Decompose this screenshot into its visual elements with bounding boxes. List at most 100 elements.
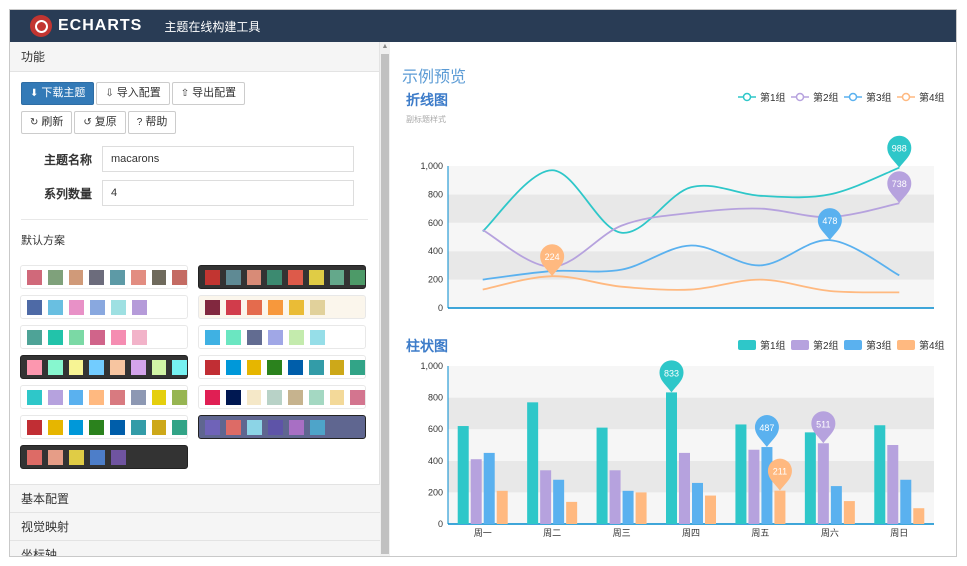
theme-name-input[interactable]: macarons bbox=[102, 146, 354, 172]
legend-label: 第4组 bbox=[919, 339, 945, 352]
color-swatch bbox=[172, 420, 187, 435]
y-tick-label: 1,000 bbox=[420, 361, 443, 371]
grid-band bbox=[448, 222, 934, 252]
color-swatch bbox=[110, 390, 125, 405]
bar-series-2 bbox=[470, 459, 482, 524]
color-scheme-option[interactable] bbox=[20, 295, 188, 319]
data-marker-pin: 211 bbox=[767, 458, 792, 491]
scroll-thumb[interactable] bbox=[381, 54, 389, 554]
data-marker-pin: 988 bbox=[887, 135, 912, 168]
x-tick-label: 周日 bbox=[890, 528, 908, 538]
color-swatch bbox=[151, 360, 167, 375]
marker-pin-label: 224 bbox=[545, 252, 560, 262]
basic-config-header[interactable]: 基本配置 bbox=[10, 484, 380, 512]
bar-series-1 bbox=[527, 402, 539, 524]
color-scheme-option[interactable] bbox=[198, 415, 366, 439]
reset-button[interactable]: ↺ 复原 bbox=[74, 111, 126, 134]
import-config-label: 导入配置 bbox=[116, 87, 161, 99]
bar-series-3 bbox=[483, 452, 495, 524]
export-config-label: 导出配置 bbox=[192, 87, 237, 99]
color-scheme-option[interactable] bbox=[198, 355, 366, 379]
color-swatch bbox=[268, 330, 283, 345]
color-swatch bbox=[267, 390, 282, 405]
color-swatch bbox=[329, 270, 345, 285]
color-swatch bbox=[89, 390, 104, 405]
function-panel-header[interactable]: 功能 bbox=[10, 42, 379, 72]
color-swatch bbox=[247, 300, 262, 315]
color-scheme-option[interactable] bbox=[20, 385, 188, 409]
color-swatch bbox=[172, 390, 187, 405]
top-navbar: ECHARTS 主题在线构建工具 bbox=[10, 10, 956, 42]
color-swatch bbox=[90, 330, 105, 345]
color-swatch bbox=[47, 420, 63, 435]
color-scheme-option[interactable] bbox=[198, 295, 366, 319]
bar-series-4 bbox=[635, 492, 647, 524]
color-swatch bbox=[268, 420, 283, 435]
data-marker-pin: 738 bbox=[887, 171, 912, 204]
default-schemes-title: 默认方案 bbox=[21, 235, 65, 247]
axis-header[interactable]: 坐标轴 bbox=[10, 540, 380, 556]
color-swatch bbox=[310, 300, 325, 315]
color-scheme-option[interactable] bbox=[198, 265, 366, 289]
visual-map-header[interactable]: 视觉映射 bbox=[10, 512, 380, 540]
color-scheme-option[interactable] bbox=[198, 325, 366, 349]
x-tick-label: 周一 bbox=[474, 528, 492, 538]
color-swatch bbox=[110, 270, 125, 285]
color-swatch bbox=[90, 450, 105, 465]
color-swatch bbox=[289, 420, 304, 435]
series-count-input[interactable]: 4 bbox=[102, 180, 354, 206]
color-scheme-option[interactable] bbox=[20, 265, 188, 289]
color-swatch bbox=[111, 300, 126, 315]
bar-series-3 bbox=[761, 447, 773, 524]
color-swatch bbox=[267, 270, 282, 285]
download-icon: ⬇ bbox=[30, 88, 39, 99]
color-scheme-option[interactable] bbox=[20, 445, 188, 469]
help-button[interactable]: ? 帮助 bbox=[127, 111, 177, 134]
export-config-button[interactable]: ⇧ 导出配置 bbox=[171, 82, 246, 105]
color-swatch bbox=[110, 420, 125, 435]
bar-chart: 第1组 第2组 第3组 第4组 0 200 400 600 800 1,000 周一 周二 周三 周四 周五… bbox=[420, 339, 945, 538]
refresh-button[interactable]: ↻ 刷新 bbox=[21, 111, 73, 134]
refresh-label: 刷新 bbox=[41, 116, 64, 128]
grid-band bbox=[448, 279, 934, 308]
download-theme-button[interactable]: ⬇ 下载主题 bbox=[21, 82, 95, 105]
color-swatch bbox=[47, 390, 63, 405]
import-config-button[interactable]: ⇩ 导入配置 bbox=[96, 82, 170, 105]
line-chart-title: 折线图 bbox=[406, 92, 448, 108]
color-scheme-option[interactable] bbox=[20, 415, 188, 439]
preview-title: 示例预览 bbox=[402, 69, 467, 86]
nav-subtitle: 主题在线构建工具 bbox=[164, 19, 261, 34]
color-swatch bbox=[268, 300, 283, 315]
color-swatch bbox=[90, 300, 105, 315]
bar-series-1 bbox=[457, 426, 469, 524]
color-swatch bbox=[68, 360, 84, 375]
color-swatch bbox=[288, 390, 303, 405]
scroll-up-icon[interactable]: ▲ bbox=[381, 43, 389, 50]
y-tick-label: 0 bbox=[438, 519, 443, 529]
color-swatch bbox=[48, 300, 63, 315]
y-tick-label: 200 bbox=[428, 275, 443, 285]
theme-name-label: 主题名称 bbox=[43, 152, 92, 167]
bar-series-2 bbox=[540, 470, 552, 524]
color-scheme-option[interactable] bbox=[20, 325, 188, 349]
legend-swatch bbox=[844, 340, 862, 350]
color-swatch bbox=[247, 330, 262, 345]
color-swatch bbox=[151, 420, 167, 435]
color-swatch bbox=[225, 390, 241, 405]
color-swatch bbox=[205, 420, 220, 435]
color-swatch bbox=[69, 450, 84, 465]
color-scheme-option[interactable] bbox=[198, 385, 366, 409]
line-chart-subtitle: 副标题样式 bbox=[406, 115, 446, 124]
color-swatch bbox=[151, 270, 167, 285]
marker-pin-shape bbox=[754, 415, 779, 448]
color-swatch bbox=[89, 360, 104, 375]
color-swatch bbox=[205, 360, 220, 375]
bar-series-4 bbox=[843, 501, 855, 524]
x-tick-label: 周三 bbox=[613, 528, 631, 538]
color-swatch bbox=[27, 300, 42, 315]
color-swatch bbox=[111, 330, 126, 345]
color-swatch bbox=[110, 360, 125, 375]
bar-series-1 bbox=[735, 424, 747, 524]
sidebar-scrollbar[interactable]: ▲ bbox=[380, 42, 390, 556]
color-scheme-option[interactable] bbox=[20, 355, 188, 379]
